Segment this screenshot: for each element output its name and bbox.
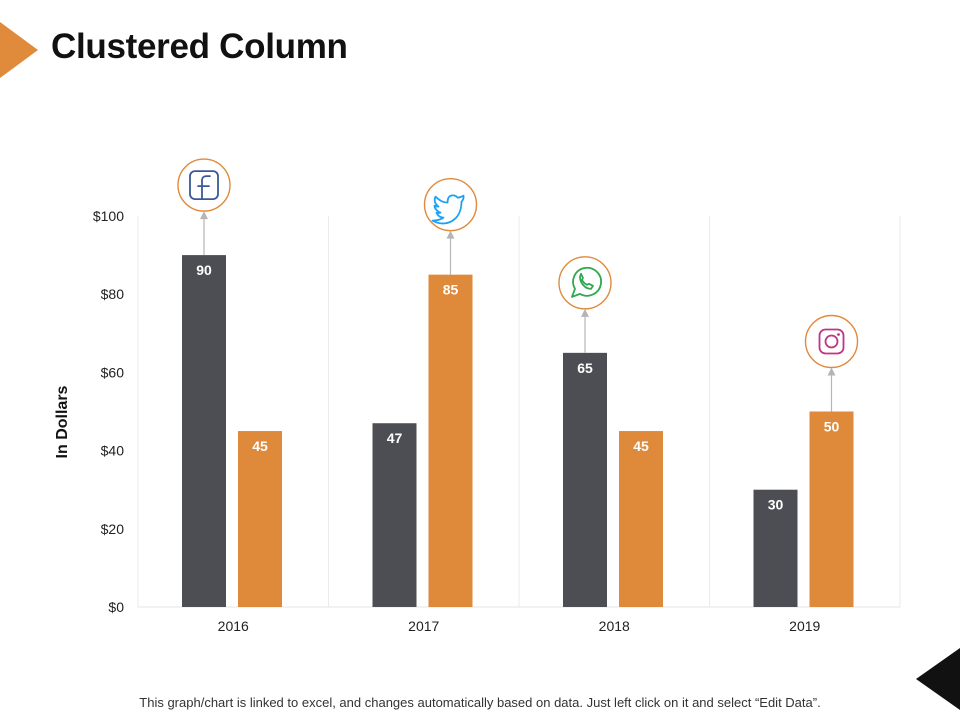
bar-data-label: 45 [633,438,649,454]
bar-data-label: 50 [824,419,840,435]
bar-data-label: 90 [196,262,212,278]
bar-data-label: 47 [387,430,403,446]
footer-note: This graph/chart is linked to excel, and… [139,695,821,710]
bar [563,352,607,607]
bar [182,255,226,607]
instagram-icon [804,314,859,369]
bar-data-label: 85 [443,282,459,298]
x-tick-label: 2017 [408,618,439,634]
y-tick-label: $40 [101,443,125,459]
bar [238,431,282,607]
facebook-icon [177,158,231,212]
x-tick-label: 2018 [599,618,630,634]
x-tick-label: 2016 [218,618,249,634]
whatsapp-icon [558,256,612,310]
title-accent-arrow [0,22,38,78]
y-tick-label: $60 [101,364,125,380]
annotation-arrow-head [200,211,208,220]
twitter-icon [423,177,478,232]
y-tick-label: $80 [101,286,125,302]
annotation-arrow-head [446,230,455,239]
bar-data-label: 45 [252,438,268,454]
bar-data-label: 30 [768,497,784,513]
corner-decoration [916,648,960,710]
bar [753,489,798,607]
annotation-arrow-head [581,308,589,317]
bar [809,411,854,607]
y-tick-label: $0 [108,599,124,615]
y-tick-label: $20 [101,521,125,537]
y-tick-label: $100 [93,208,124,224]
bar [428,274,473,607]
bar [619,431,663,607]
bar-data-label: 65 [577,360,593,376]
annotation-arrow-head [827,367,836,376]
page-title: Clustered Column [51,27,348,66]
bar [372,423,417,607]
y-axis-label: In Dollars [54,385,71,459]
x-tick-label: 2019 [789,618,820,634]
